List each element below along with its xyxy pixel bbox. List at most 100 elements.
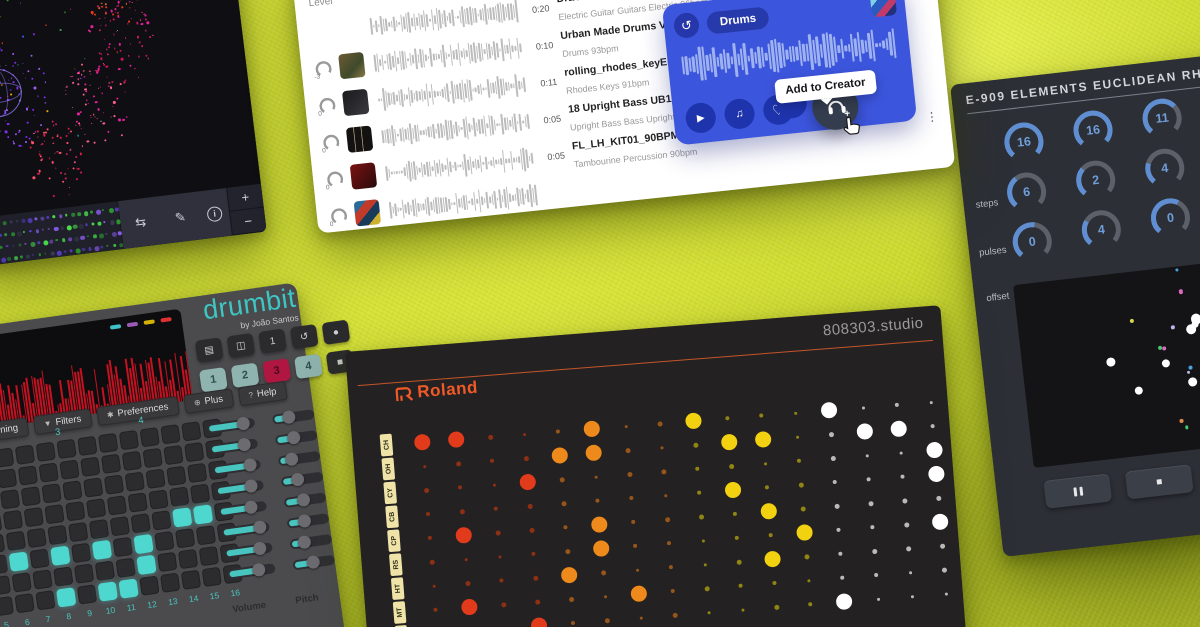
rhythm-step[interactable] [743,402,779,429]
drum-pad[interactable] [44,504,65,525]
drum-pad[interactable] [17,465,39,486]
rhythm-step[interactable] [885,463,921,490]
rhythm-step[interactable] [472,424,508,451]
drum-pad[interactable] [14,444,36,465]
drum-pad[interactable] [118,429,140,451]
drum-pad[interactable] [50,545,71,566]
offset-knob[interactable]: 0 [1008,217,1057,266]
pitch-slider[interactable] [271,409,315,425]
rhythm-step[interactable] [813,421,849,448]
drum-pad[interactable] [0,575,12,596]
rhythm-step[interactable] [612,461,648,488]
drum-pad[interactable] [38,462,59,483]
drum-pad[interactable] [71,542,92,564]
pulses-knob[interactable]: 2 [1071,156,1120,205]
rhythm-step[interactable] [412,525,448,552]
rhythm-step[interactable] [817,469,853,496]
drum-pad[interactable] [177,548,199,570]
rhythm-step[interactable] [655,578,691,605]
rhythm-step[interactable] [919,461,955,488]
volume-slider[interactable] [215,478,265,497]
drum-pad[interactable] [139,427,160,448]
drum-pad[interactable] [100,453,122,474]
rhythm-step[interactable] [751,498,787,525]
pitch-slider[interactable] [274,429,318,446]
rhythm-step[interactable] [749,474,785,501]
drum-pad[interactable] [56,587,77,608]
rhythm-step[interactable] [482,543,518,570]
rhythm-step[interactable] [484,567,520,594]
rhythm-step[interactable] [886,487,922,514]
rhythm-step[interactable] [406,453,442,480]
rhythm-step[interactable] [414,549,450,576]
info-icon[interactable]: i [206,205,223,222]
drum-pad[interactable] [118,578,139,599]
rhythm-step[interactable] [617,533,653,560]
rhythm-step[interactable] [608,413,644,440]
rhythm-step[interactable] [581,511,617,538]
rhythm-step[interactable] [679,455,715,482]
drum-pad[interactable] [127,492,148,513]
drum-pad[interactable] [94,560,116,581]
drum-pad[interactable] [59,459,80,480]
rhythm-step[interactable] [657,602,693,627]
rhythm-step[interactable] [404,429,440,456]
offset-knob[interactable]: 0 [1146,194,1195,243]
rhythm-step[interactable] [645,458,681,485]
rhythm-step[interactable] [553,586,589,613]
rhythm-step[interactable] [860,586,896,613]
drum-pad[interactable] [130,513,151,534]
pitch-slider[interactable] [283,492,327,509]
level-knob[interactable]: 0 [326,170,344,191]
drum-pad[interactable] [65,501,86,522]
pitch-slider[interactable] [277,450,321,467]
drum-pad[interactable] [109,516,131,537]
drum-pad[interactable] [124,471,145,492]
rhythm-step[interactable] [647,482,683,509]
rhythm-step[interactable] [542,442,578,469]
rhythm-step[interactable] [574,416,610,443]
drum-pad[interactable] [0,447,15,468]
drum-pad[interactable] [85,498,107,519]
rhythm-step[interactable] [757,570,793,597]
rhythm-step[interactable] [917,437,953,464]
rhythm-step[interactable] [888,511,924,538]
drum-pad[interactable] [163,444,184,466]
drum-pad[interactable] [0,512,3,534]
rhythm-step[interactable] [642,410,678,437]
drum-pad[interactable] [106,495,128,516]
rhythm-step[interactable] [514,517,550,544]
rhythm-step[interactable] [709,405,745,432]
rhythm-step[interactable] [619,556,655,583]
rhythm-step[interactable] [544,466,580,493]
record-button[interactable]: ● [321,319,351,345]
rhythm-step[interactable] [719,525,755,552]
drum-pad[interactable] [73,563,95,584]
rhythm-step[interactable] [781,447,817,474]
drum-pad[interactable] [14,593,35,614]
volume-slider[interactable] [209,437,259,455]
rhythm-step[interactable] [926,556,962,583]
rhythm-step[interactable] [689,575,725,602]
rhythm-step[interactable] [928,580,964,607]
rhythm-step[interactable] [753,522,789,549]
rhythm-step[interactable] [790,567,826,594]
rhythm-step[interactable] [892,559,928,586]
rhythm-step[interactable] [879,392,915,419]
drum-pad[interactable] [172,507,193,528]
drum-pad[interactable] [145,468,166,489]
drum-pad[interactable] [5,530,27,551]
drum-pad[interactable] [91,539,113,561]
rhythm-step[interactable] [446,522,482,549]
zoom-out-button[interactable]: − [230,207,267,236]
pitch-slider[interactable] [280,471,324,488]
drum-pad[interactable] [97,432,119,454]
rhythm-step[interactable] [717,501,753,528]
rhythm-step[interactable] [924,532,960,559]
drum-pad[interactable] [35,441,56,462]
rhythm-step[interactable] [856,538,892,565]
rhythm-step[interactable] [580,487,616,514]
rhythm-step[interactable] [755,546,791,573]
rhythm-step[interactable] [815,445,851,472]
sample-tags[interactable]: Drums 93bpm [561,42,620,59]
